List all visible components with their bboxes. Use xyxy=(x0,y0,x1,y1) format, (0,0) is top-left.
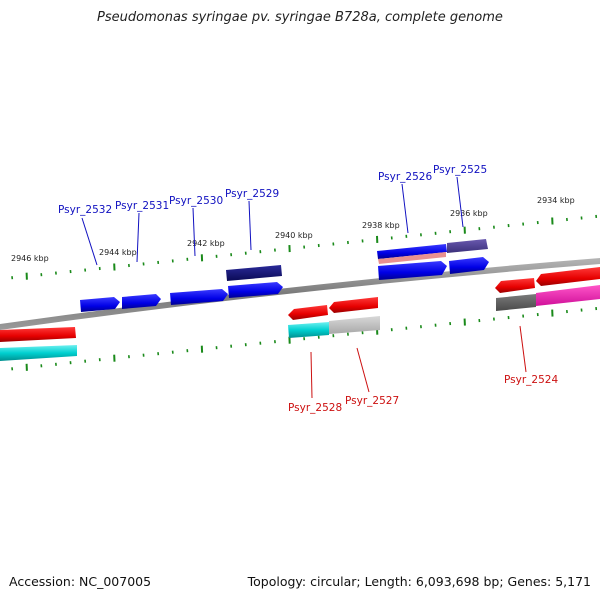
gene-label-top[interactable]: Psyr_2532 xyxy=(58,204,112,216)
gene-arrow[interactable] xyxy=(447,239,488,253)
gene-arrow[interactable] xyxy=(226,265,282,281)
gene-arrow[interactable] xyxy=(329,297,378,313)
gene-arrow[interactable] xyxy=(122,294,161,309)
genome-backbone xyxy=(0,258,600,330)
gene-label-top[interactable]: Psyr_2525 xyxy=(433,164,487,176)
ruler-label: 2946 kbp xyxy=(11,254,49,263)
gene-label-bottom[interactable]: Psyr_2528 xyxy=(288,402,342,414)
ruler-label: 2940 kbp xyxy=(275,231,313,240)
gene-label-top[interactable]: Psyr_2529 xyxy=(225,188,279,200)
gene-arrow[interactable] xyxy=(536,267,600,286)
gene-arrow[interactable] xyxy=(228,282,283,298)
gene-arrow[interactable] xyxy=(495,278,535,293)
gene-arrow[interactable] xyxy=(378,261,447,280)
top-leader-lines xyxy=(81,176,464,266)
gene-arrow[interactable] xyxy=(329,316,380,334)
forward-strand-genes xyxy=(80,239,489,312)
ruler-label: 2936 kbp xyxy=(450,209,488,218)
map-title: Pseudomonas syringae pv. syringae B728a,… xyxy=(97,10,503,25)
gene-arrow[interactable] xyxy=(170,289,228,305)
gene-arrow[interactable] xyxy=(80,297,120,312)
ruler-label: 2934 kbp xyxy=(537,196,575,205)
gene-arrow[interactable] xyxy=(377,244,447,259)
accession-text: Accession: NC_007005 xyxy=(9,574,152,589)
gene-arrow[interactable] xyxy=(288,305,328,320)
gene-label-top[interactable]: Psyr_2531 xyxy=(115,200,169,212)
gene-arrow xyxy=(378,252,446,264)
gene-label-top[interactable]: Psyr_2530 xyxy=(169,195,223,207)
gene-label-bottom[interactable]: Psyr_2527 xyxy=(345,395,399,407)
gene-label-top[interactable]: Psyr_2526 xyxy=(378,171,432,183)
ruler-label: 2938 kbp xyxy=(362,221,400,230)
ruler-ticks xyxy=(11,214,598,371)
gene-arrow[interactable] xyxy=(288,322,329,338)
gene-label-bottom[interactable]: Psyr_2524 xyxy=(504,374,558,386)
gene-arrow[interactable] xyxy=(496,294,536,311)
gene-arrow[interactable] xyxy=(0,345,77,361)
bottom-leader-lines xyxy=(310,325,527,399)
gene-arrow[interactable] xyxy=(0,327,76,342)
gene-arrow[interactable] xyxy=(449,257,489,274)
gene-arrow[interactable] xyxy=(536,285,600,306)
reverse-strand-genes xyxy=(0,267,600,361)
ruler-labels: 2946 kbp 2944 kbp 2942 kbp 2940 kbp 2938… xyxy=(11,196,575,263)
ruler-label: 2944 kbp xyxy=(99,248,137,257)
genome-summary-text: Topology: circular; Length: 6,093,698 bp… xyxy=(247,574,591,589)
ruler-label: 2942 kbp xyxy=(187,239,225,248)
